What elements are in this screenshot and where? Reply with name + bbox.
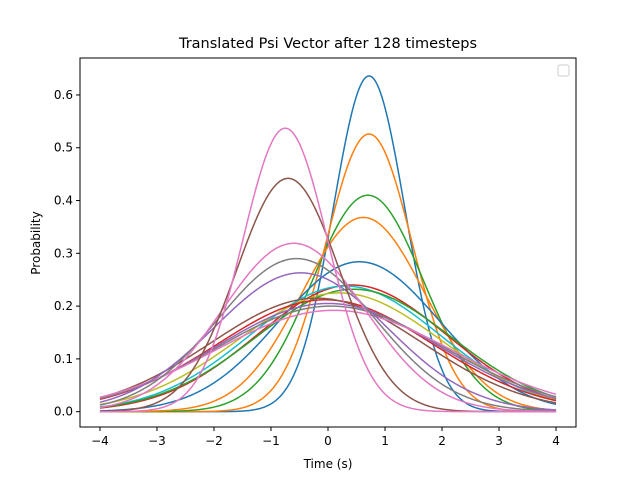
y-tick-label: 0.2 — [54, 299, 73, 313]
series-line-19 — [99, 127, 557, 413]
chart-title: Translated Psi Vector after 128 timestep… — [178, 36, 477, 52]
y-tick-label: 0.3 — [54, 246, 73, 260]
y-axis: 0.0 0.1 0.2 0.3 0.4 0.5 0.6 — [54, 88, 80, 419]
x-tick-label: −3 — [148, 434, 166, 448]
series-line-16 — [99, 257, 557, 412]
plot-lines — [99, 75, 557, 413]
x-tick-label: 3 — [495, 434, 503, 448]
x-tick-label: −2 — [205, 434, 223, 448]
series-line-7 — [99, 285, 557, 408]
x-tick-label: 0 — [324, 434, 332, 448]
y-tick-label: 0.5 — [54, 141, 73, 155]
y-tick-label: 0.1 — [54, 352, 73, 366]
legend-box — [557, 64, 570, 77]
y-tick-label: 0.0 — [54, 405, 73, 419]
y-tick-label: 0.4 — [54, 194, 73, 208]
y-axis-title: Probability — [29, 211, 43, 274]
series-line-17 — [99, 242, 557, 413]
x-axis-title: Time (s) — [303, 457, 353, 471]
x-tick-label: −4 — [91, 434, 109, 448]
x-axis: −4 −3 −2 −1 0 1 2 3 4 — [91, 427, 560, 448]
x-tick-label: 1 — [381, 434, 389, 448]
x-tick-label: −1 — [262, 434, 280, 448]
series-line-3 — [99, 194, 557, 413]
series-line-14 — [99, 309, 557, 398]
x-tick-label: 4 — [552, 434, 560, 448]
x-tick-label: 2 — [438, 434, 446, 448]
y-tick-label: 0.6 — [54, 88, 73, 102]
series-line-4 — [99, 216, 557, 413]
series-line-15 — [99, 272, 557, 411]
legend — [557, 64, 570, 77]
